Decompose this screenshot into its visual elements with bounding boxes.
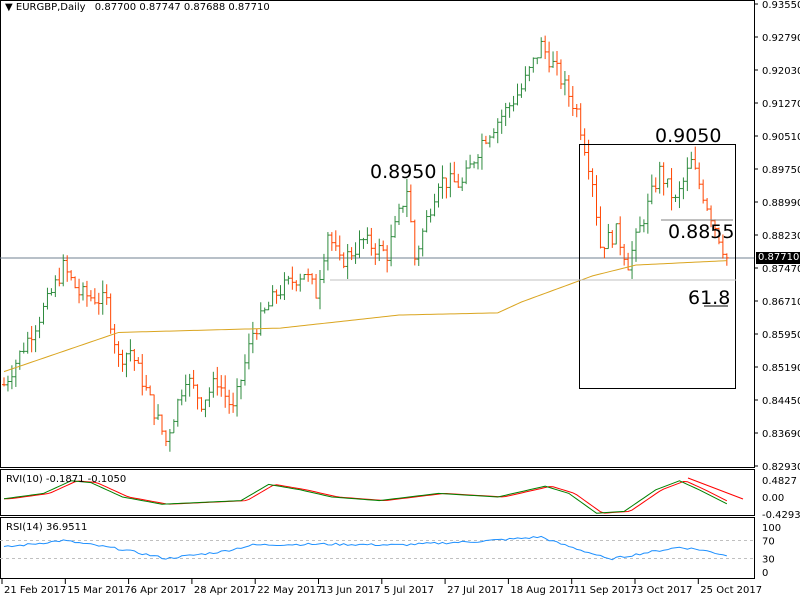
time-axis-label: 3 Oct 2017 xyxy=(637,585,692,596)
price-axis-label: 0.92030 xyxy=(762,66,800,77)
price-axis-label: 0.85190 xyxy=(762,363,800,374)
symbol-label: EURGBP,Daily xyxy=(15,2,86,13)
time-axis-label: 13 Jun 2017 xyxy=(321,585,381,596)
time-axis-label: 6 Apr 2017 xyxy=(131,585,186,596)
price-axis-label: 0.92790 xyxy=(762,33,800,44)
annotation-08950[interactable]: 0.8950 xyxy=(370,161,437,183)
time-axis-label: 25 Oct 2017 xyxy=(700,585,762,596)
time-axis-label: 5 Jul 2017 xyxy=(384,585,434,596)
rvi-signal-line xyxy=(4,480,728,514)
collapse-triangle-icon[interactable]: ▼ xyxy=(5,2,13,13)
price-axis-label: 0.84450 xyxy=(762,396,800,407)
rvi-axis-label: 0.4827 xyxy=(762,476,797,487)
annotation-09050[interactable]: 0.9050 xyxy=(655,125,722,147)
price-axis-label: 0.83690 xyxy=(762,429,800,440)
price-axis-label: 0.91270 xyxy=(762,99,800,110)
price-axis-label: 0.93550 xyxy=(762,0,800,11)
rvi-panel-frame xyxy=(0,469,755,516)
time-axis-label: 28 Apr 2017 xyxy=(194,585,256,596)
price-axis-label: 0.88230 xyxy=(762,231,800,242)
rsi-panel-frame xyxy=(0,517,755,579)
annotation-08855[interactable]: 0.8855 xyxy=(668,221,735,243)
rectangle-object xyxy=(579,144,736,389)
price-axis-label: 0.90510 xyxy=(762,132,800,143)
main-panel-frame xyxy=(0,0,755,468)
rsi-axis-label: 70 xyxy=(762,537,775,548)
rvi-axis-label: -0.4293 xyxy=(762,510,800,521)
time-axis-label: 22 May 2017 xyxy=(257,585,322,596)
price-axis-label: 0.85950 xyxy=(762,330,800,341)
rvi-trendline xyxy=(687,477,744,500)
price-axis-label: 0.82930 xyxy=(762,462,800,473)
price-axis-label: 0.86710 xyxy=(762,297,800,308)
rsi-axis-label: 30 xyxy=(762,555,775,566)
rsi-line xyxy=(3,535,727,561)
annotation-fib-618[interactable]: 61.8 xyxy=(688,287,731,309)
time-axis-label: 27 Jul 2017 xyxy=(447,585,504,596)
rsi-axis-label: 0 xyxy=(762,568,768,579)
moving-average-line xyxy=(3,260,727,373)
ohlc-values: 0.87700 0.87747 0.87688 0.87710 xyxy=(94,2,270,13)
price-axis-label: 0.89750 xyxy=(762,165,800,176)
rvi-axis-label: 0.00 xyxy=(762,493,784,504)
price-axis-label: 0.88990 xyxy=(762,198,800,209)
chart-header: ▼ EURGBP,Daily 0.87700 0.87747 0.87688 0… xyxy=(5,2,270,13)
rsi-label: RSI(14) 36.9511 xyxy=(6,522,88,533)
time-axis-label: 15 Mar 2017 xyxy=(67,585,130,596)
rvi-label: RVI(10) -0.1871 -0.1050 xyxy=(6,474,127,485)
rsi-axis-label: 100 xyxy=(762,523,781,534)
rvi-main-line xyxy=(3,480,728,514)
price-axis-label: 0.87470 xyxy=(762,264,800,275)
time-axis-label: 11 Sep 2017 xyxy=(574,585,637,596)
time-axis-label: 18 Aug 2017 xyxy=(510,585,574,596)
current-price-tag: 0.87710 xyxy=(756,252,800,264)
time-axis-label: 21 Feb 2017 xyxy=(4,585,66,596)
